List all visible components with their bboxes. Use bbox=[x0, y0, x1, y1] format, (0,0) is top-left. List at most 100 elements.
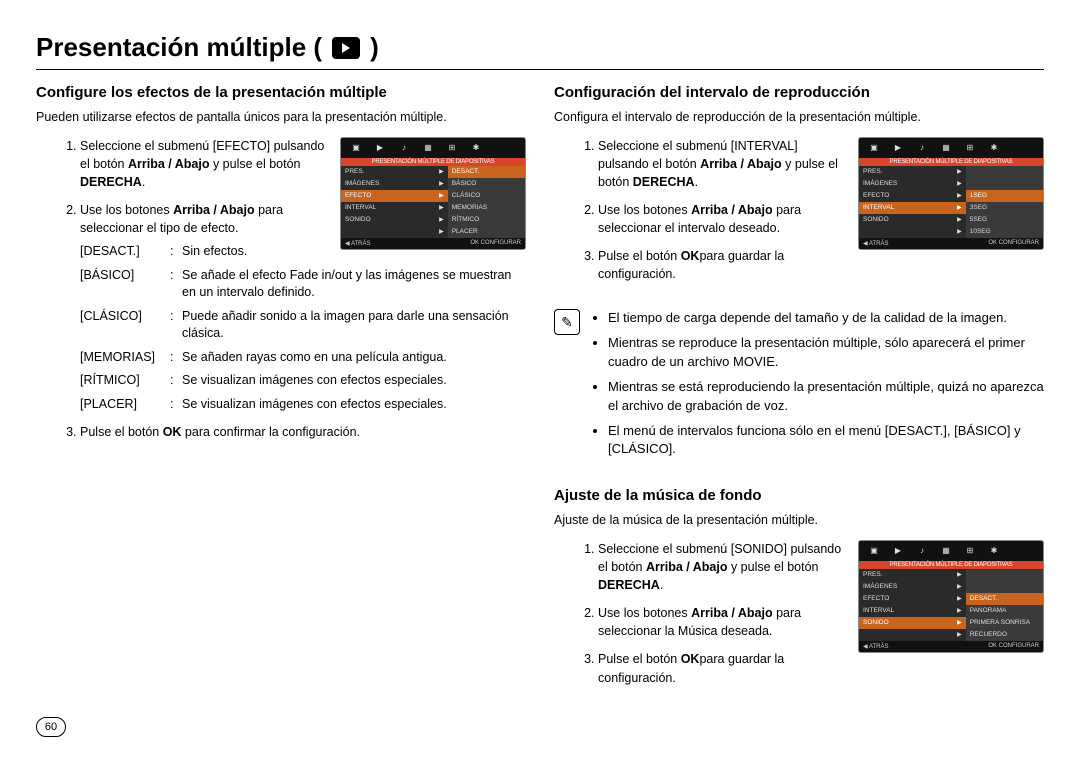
section-heading: Configure los efectos de la presentación… bbox=[36, 84, 526, 101]
lcd-submenu-item: 3SEG bbox=[966, 202, 1043, 214]
lcd-tab-icon: ▦ bbox=[937, 545, 955, 557]
lcd-submenu-item: PANORAMA bbox=[966, 605, 1043, 617]
note-item: El menú de intervalos funciona sólo en e… bbox=[608, 422, 1044, 460]
lcd-submenu-item: PLACER bbox=[448, 226, 525, 238]
def-value: Sin efectos. bbox=[182, 243, 328, 261]
def-value: Se añaden rayas como en una película ant… bbox=[182, 349, 526, 367]
def-key: [MEMORIAS] bbox=[80, 349, 170, 367]
lcd-tab-icon: ▦ bbox=[937, 142, 955, 154]
lcd-footer: ◀ ATRÁSOK CONFIGURAR bbox=[859, 238, 1043, 249]
def-key: [DESACT.] bbox=[80, 243, 170, 261]
lcd-banner: PRESENTACIÓN MÚLTIPLE DE DIAPOSITIVAS bbox=[859, 561, 1043, 569]
step-3: Pulse el botón OKpara guardar la configu… bbox=[598, 247, 1044, 283]
lcd-tab-icon: ♪ bbox=[913, 142, 931, 154]
definition-row: [PLACER]:Se visualizan imágenes con efec… bbox=[80, 396, 526, 414]
lcd-banner: PRESENTACIÓN MÚLTIPLE DE DIAPOSITIVAS bbox=[341, 158, 525, 166]
manual-page: Presentación múltiple ( ) Configure los … bbox=[0, 0, 1080, 757]
lcd-submenu-item: CLÁSICO bbox=[448, 190, 525, 202]
note-item: El tiempo de carga depende del tamaño y … bbox=[608, 309, 1044, 328]
right-column: Configuración del intervalo de reproducc… bbox=[554, 80, 1044, 697]
lcd-submenu-item bbox=[966, 178, 1043, 190]
def-value: Se añade el efecto Fade in/out y las imá… bbox=[182, 267, 526, 302]
page-title-close: ) bbox=[370, 32, 379, 63]
definitions: [DESACT.]:Sin efectos.[BÁSICO]:Se añade … bbox=[80, 243, 526, 413]
lcd-tab-icon: ▣ bbox=[865, 545, 883, 557]
left-column: Configure los efectos de la presentación… bbox=[36, 80, 526, 697]
lcd-tab-icon: ✱ bbox=[985, 545, 1003, 557]
lcd-footer: ◀ ATRÁSOK CONFIGURAR bbox=[341, 238, 525, 249]
lcd-tab-icon: ▣ bbox=[865, 142, 883, 154]
lcd-tab-icon: ✱ bbox=[467, 142, 485, 154]
lcd-menu-item: SONIDO▶ bbox=[341, 214, 448, 226]
note-item: Mientras se reproduce la presentación mú… bbox=[608, 334, 1044, 372]
step-3: Pulse el botón OK para confirmar la conf… bbox=[80, 423, 526, 441]
definition-row: [CLÁSICO]:Puede añadir sonido a la image… bbox=[80, 308, 526, 343]
lcd-tab-icon: ▶ bbox=[889, 545, 907, 557]
lcd-tab-icon: ▦ bbox=[419, 142, 437, 154]
def-value: Se visualizan imágenes con efectos espec… bbox=[182, 396, 526, 414]
definition-row: [RÍTMICO]:Se visualizan imágenes con efe… bbox=[80, 372, 526, 390]
definition-row: [MEMORIAS]:Se añaden rayas como en una p… bbox=[80, 349, 526, 367]
lcd-menu-item: ▶ bbox=[859, 629, 966, 641]
page-title-row: Presentación múltiple ( ) bbox=[36, 32, 1044, 70]
lcd-submenu-item: 5SEG bbox=[966, 214, 1043, 226]
lcd-tab-icon: ⊞ bbox=[961, 545, 979, 557]
lcd-footer: ◀ ATRÁSOK CONFIGURAR bbox=[859, 641, 1043, 652]
page-number: 60 bbox=[36, 717, 66, 737]
lcd-submenu-item: BÁSICO bbox=[448, 178, 525, 190]
lcd-menu-item: IMÁGENES▶ bbox=[859, 581, 966, 593]
lcd-tab-icon: ▣ bbox=[347, 142, 365, 154]
lcd-tab-icon: ♪ bbox=[395, 142, 413, 154]
lcd-submenu-item bbox=[966, 166, 1043, 178]
step-3: Pulse el botón OKpara guardar la configu… bbox=[598, 650, 1044, 686]
slideshow-icon bbox=[332, 37, 360, 59]
lcd-preview-effect: ▣ ▶ ♪ ▦ ⊞ ✱ PRESENTACIÓN MÚLTIPLE DE DIAPOSITI… bbox=[340, 137, 526, 250]
lcd-submenu-item: DESACT. bbox=[448, 166, 525, 178]
lcd-submenu-item: RECUERDO bbox=[966, 629, 1043, 641]
lcd-menu-item: ▶ bbox=[859, 226, 966, 238]
lcd-tab-icon: ⊞ bbox=[443, 142, 461, 154]
lcd-menu-item: EFECTO▶ bbox=[341, 190, 448, 202]
lcd-menu-item: SONIDO▶ bbox=[859, 214, 966, 226]
definition-row: [DESACT.]:Sin efectos. bbox=[80, 243, 328, 261]
lcd-menu-item: EFECTO▶ bbox=[859, 593, 966, 605]
section-intro: Pueden utilizarse efectos de pantalla ún… bbox=[36, 109, 526, 127]
steps-block: ▣ ▶ ♪ ▦ ⊞ ✱ PRESENTACIÓN MÚLTIPLE DE DIAPOSITI… bbox=[554, 540, 1044, 697]
def-value: Se visualizan imágenes con efectos espec… bbox=[182, 372, 526, 390]
lcd-tab-icon: ⊞ bbox=[961, 142, 979, 154]
section-heading: Configuración del intervalo de reproducc… bbox=[554, 84, 1044, 101]
lcd-preview-interval: ▣ ▶ ♪ ▦ ⊞ ✱ PRESENTACIÓN MÚLTIPLE DE DIAPOSITI… bbox=[858, 137, 1044, 250]
notes-list: El tiempo de carga depende del tamaño y … bbox=[590, 309, 1044, 465]
lcd-menu-item: IMÁGENES▶ bbox=[859, 178, 966, 190]
def-key: [RÍTMICO] bbox=[80, 372, 170, 390]
lcd-menu-item: ▶ bbox=[341, 226, 448, 238]
lcd-menu-item: PRES.▶ bbox=[341, 166, 448, 178]
lcd-submenu-item: MEMORIAS bbox=[448, 202, 525, 214]
lcd-menu-item: PRES.▶ bbox=[859, 166, 966, 178]
lcd-menu-item: IMÁGENES▶ bbox=[341, 178, 448, 190]
lcd-tab-icon: ▶ bbox=[889, 142, 907, 154]
notes-block: ✎ El tiempo de carga depende del tamaño … bbox=[554, 309, 1044, 465]
content-columns: Configure los efectos de la presentación… bbox=[36, 80, 1044, 697]
note-icon: ✎ bbox=[554, 309, 580, 335]
lcd-banner: PRESENTACIÓN MÚLTIPLE DE DIAPOSITIVAS bbox=[859, 158, 1043, 166]
lcd-submenu-item: 1SEG bbox=[966, 190, 1043, 202]
lcd-menu-item: INTERVAL▶ bbox=[859, 605, 966, 617]
lcd-submenu-item: PRIMERA SONRISA bbox=[966, 617, 1043, 629]
def-key: [PLACER] bbox=[80, 396, 170, 414]
lcd-submenu-item bbox=[966, 581, 1043, 593]
lcd-submenu-item: 10SEG bbox=[966, 226, 1043, 238]
page-title: Presentación múltiple ( bbox=[36, 32, 322, 63]
lcd-submenu-item: RÍTMICO bbox=[448, 214, 525, 226]
lcd-preview-sound: ▣ ▶ ♪ ▦ ⊞ ✱ PRESENTACIÓN MÚLTIPLE DE DIAPOSITI… bbox=[858, 540, 1044, 653]
def-value: Puede añadir sonido a la imagen para dar… bbox=[182, 308, 526, 343]
section-heading: Ajuste de la música de fondo bbox=[554, 487, 1044, 504]
lcd-tab-icon: ✱ bbox=[985, 142, 1003, 154]
lcd-tab-icon: ♪ bbox=[913, 545, 931, 557]
lcd-tab-icon: ▶ bbox=[371, 142, 389, 154]
def-key: [CLÁSICO] bbox=[80, 308, 170, 343]
lcd-menu-item: INTERVAL▶ bbox=[859, 202, 966, 214]
note-item: Mientras se está reproduciendo la presen… bbox=[608, 378, 1044, 416]
lcd-menu-item: EFECTO▶ bbox=[859, 190, 966, 202]
lcd-submenu-item bbox=[966, 569, 1043, 581]
